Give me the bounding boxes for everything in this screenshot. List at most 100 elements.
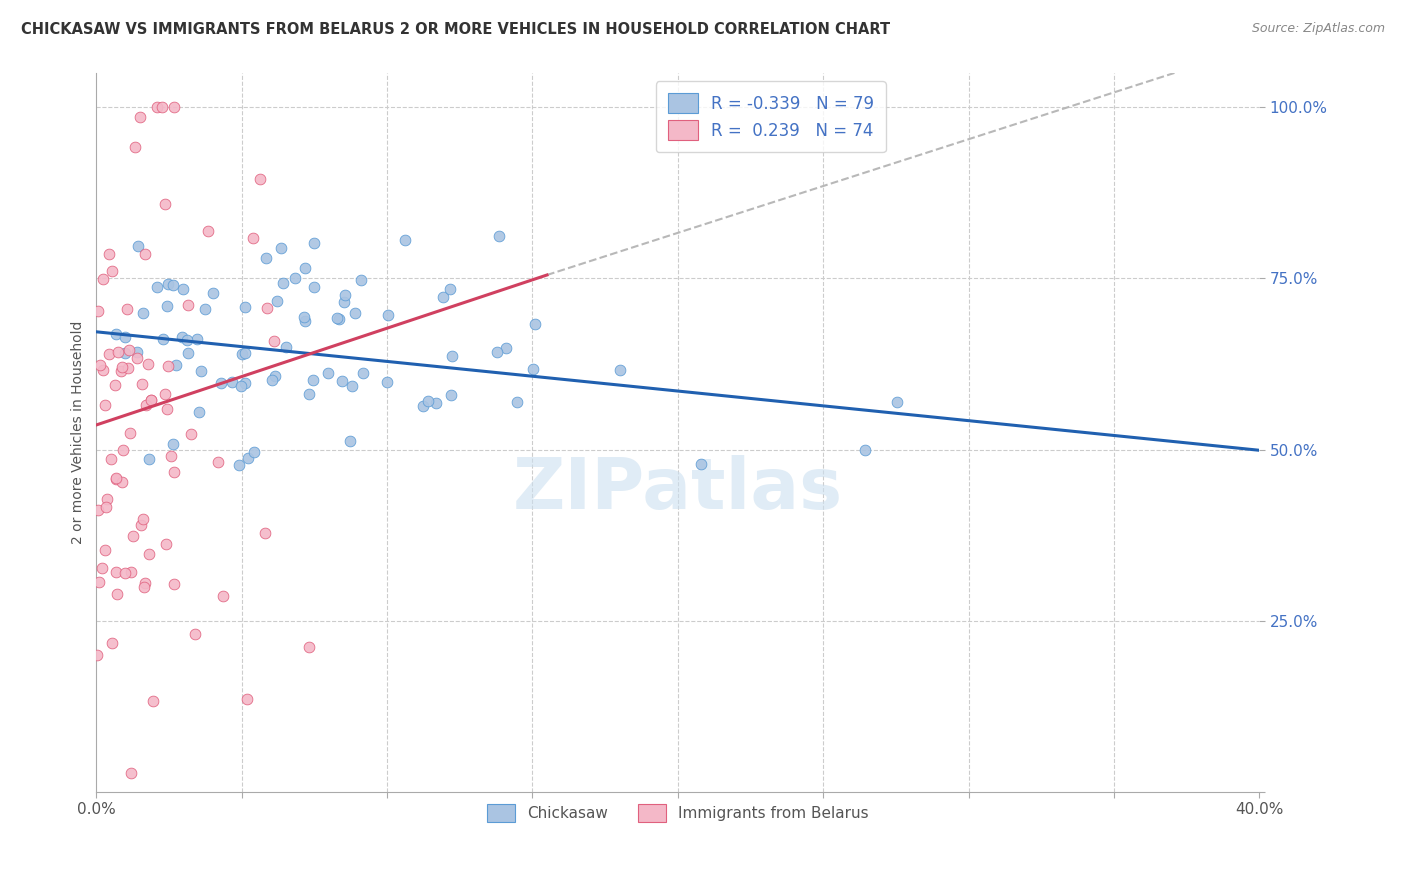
Point bbox=[231, 347, 253, 361]
Point bbox=[253, 526, 276, 541]
Point bbox=[91, 363, 114, 377]
Point bbox=[690, 458, 713, 472]
Point bbox=[131, 377, 153, 392]
Point bbox=[302, 235, 325, 250]
Point bbox=[294, 314, 316, 328]
Point bbox=[495, 341, 517, 355]
Point bbox=[114, 330, 136, 344]
Point bbox=[86, 304, 108, 318]
Point bbox=[266, 293, 288, 308]
Legend: Chickasaw, Immigrants from Belarus: Chickasaw, Immigrants from Belarus bbox=[475, 791, 880, 835]
Point bbox=[162, 278, 184, 293]
Point bbox=[184, 627, 207, 641]
Point bbox=[87, 575, 110, 590]
Point bbox=[301, 373, 323, 387]
Point bbox=[120, 765, 142, 780]
Point bbox=[125, 344, 148, 359]
Point bbox=[118, 343, 141, 358]
Point bbox=[229, 378, 252, 392]
Point bbox=[139, 393, 162, 408]
Point bbox=[165, 358, 187, 372]
Point bbox=[270, 240, 292, 254]
Point bbox=[236, 450, 259, 465]
Point bbox=[488, 229, 510, 244]
Point bbox=[156, 359, 179, 374]
Point bbox=[104, 565, 127, 579]
Point bbox=[316, 366, 339, 380]
Point bbox=[132, 580, 155, 594]
Point bbox=[190, 364, 212, 378]
Point bbox=[418, 394, 440, 409]
Point bbox=[121, 529, 143, 543]
Point bbox=[432, 290, 454, 304]
Point bbox=[98, 246, 121, 260]
Point bbox=[233, 300, 256, 314]
Point bbox=[330, 374, 353, 388]
Point bbox=[228, 458, 250, 472]
Point bbox=[170, 330, 193, 344]
Point bbox=[163, 100, 186, 114]
Point bbox=[111, 359, 134, 374]
Point bbox=[153, 197, 176, 211]
Point bbox=[100, 451, 122, 466]
Point bbox=[212, 589, 235, 603]
Point bbox=[264, 368, 287, 383]
Point bbox=[124, 140, 146, 154]
Point bbox=[439, 282, 461, 296]
Point bbox=[209, 376, 232, 391]
Point bbox=[162, 437, 184, 451]
Point bbox=[134, 575, 156, 590]
Point bbox=[197, 224, 219, 238]
Point bbox=[91, 272, 114, 286]
Point bbox=[89, 358, 111, 372]
Point bbox=[186, 332, 208, 346]
Point bbox=[138, 451, 160, 466]
Point bbox=[125, 351, 148, 365]
Point bbox=[425, 396, 447, 410]
Point bbox=[284, 270, 307, 285]
Point bbox=[344, 306, 367, 320]
Point bbox=[150, 100, 173, 114]
Point bbox=[98, 347, 121, 361]
Point bbox=[114, 345, 136, 359]
Point bbox=[94, 500, 117, 515]
Point bbox=[412, 400, 434, 414]
Point bbox=[146, 280, 169, 294]
Point bbox=[440, 388, 463, 402]
Point bbox=[249, 172, 271, 186]
Point bbox=[242, 231, 264, 245]
Point bbox=[155, 387, 177, 401]
Point bbox=[333, 294, 356, 309]
Point bbox=[441, 349, 464, 363]
Point bbox=[132, 511, 155, 525]
Point bbox=[274, 340, 297, 354]
Point bbox=[522, 362, 544, 376]
Point bbox=[87, 503, 110, 517]
Point bbox=[254, 251, 277, 265]
Point bbox=[339, 434, 361, 448]
Point bbox=[256, 301, 278, 315]
Point bbox=[120, 565, 142, 579]
Point bbox=[523, 317, 546, 331]
Point bbox=[110, 364, 132, 378]
Point bbox=[233, 346, 256, 360]
Point bbox=[236, 691, 259, 706]
Point bbox=[177, 298, 200, 312]
Point bbox=[271, 276, 294, 290]
Point bbox=[157, 277, 180, 291]
Point bbox=[107, 345, 129, 359]
Point bbox=[163, 465, 186, 479]
Point bbox=[177, 346, 200, 360]
Point bbox=[485, 344, 508, 359]
Point bbox=[342, 378, 364, 392]
Point bbox=[86, 648, 108, 663]
Point bbox=[855, 442, 877, 457]
Text: Source: ZipAtlas.com: Source: ZipAtlas.com bbox=[1251, 22, 1385, 36]
Point bbox=[105, 472, 128, 486]
Point bbox=[128, 110, 150, 124]
Point bbox=[135, 398, 157, 412]
Point bbox=[886, 394, 908, 409]
Point bbox=[233, 376, 256, 390]
Point bbox=[115, 302, 138, 317]
Point bbox=[129, 518, 152, 533]
